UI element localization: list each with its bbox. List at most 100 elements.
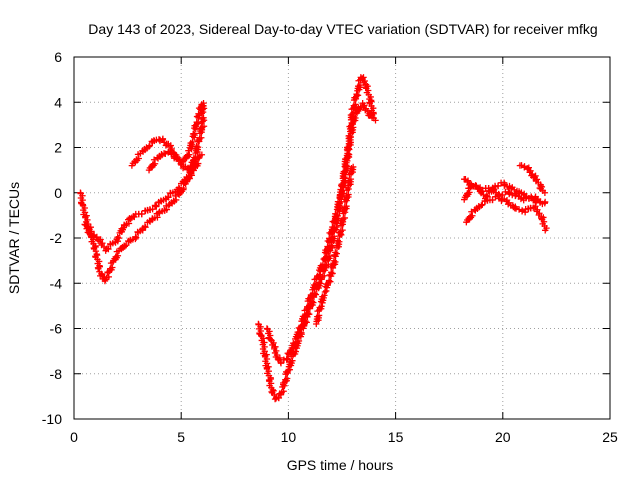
data-point [104,245,112,252]
data-point [356,81,364,89]
data-point [194,143,202,151]
data-point [332,258,339,266]
data-point [193,142,200,150]
data-point [330,225,337,232]
data-point [114,252,122,259]
data-point [326,252,334,260]
data-point [271,395,279,403]
data-point [289,357,296,364]
data-point [146,142,154,149]
data-point [310,299,317,306]
data-point [321,292,328,299]
data-point [347,139,354,146]
data-point [494,182,502,190]
data-point [345,150,352,158]
data-point [334,198,342,205]
chart-title: Day 143 of 2023, Sidereal Day-to-day VTE… [88,21,597,37]
x-tick-label: 15 [388,429,404,445]
data-point [284,356,292,363]
data-point [541,199,548,207]
data-point [329,270,336,277]
data-point [505,190,513,198]
y-tick-label: -10 [42,411,62,427]
data-point [123,241,130,249]
data-point [286,366,293,373]
data-point [329,223,336,231]
data-point [479,201,486,208]
data-point [341,214,349,222]
data-point [332,249,339,256]
data-point [324,243,331,250]
data-point [469,212,476,219]
data-point [349,163,357,171]
x-tick-label: 10 [281,429,297,445]
data-point [150,156,158,163]
x-tick-label: 25 [602,429,618,445]
data-point [190,158,198,165]
data-point [145,143,153,150]
data-point [299,322,307,329]
data-point [198,151,206,158]
data-point [321,272,328,279]
data-point [343,202,350,210]
data-point [541,189,549,196]
data-point [368,114,376,121]
data-point [194,120,202,127]
data-point [315,312,323,319]
data-point [283,355,290,362]
data-point [345,191,352,198]
data-point [153,203,160,210]
data-point [542,227,549,234]
data-point [336,199,343,207]
data-point [319,261,327,268]
y-tick-label: -4 [50,275,63,291]
data-point [352,101,359,108]
data-point [195,110,202,117]
data-point [518,208,526,215]
data-point [186,151,193,158]
data-point [325,235,333,242]
plot-frame [73,56,611,420]
data-point [95,265,102,272]
data-point [349,124,357,131]
data-point [484,193,491,200]
data-point [325,244,333,251]
data-point [164,193,172,201]
y-tick-label: -2 [50,230,63,246]
data-points [77,74,550,403]
data-point [339,226,346,234]
data-point [312,280,320,287]
data-point [327,269,335,276]
data-point [330,257,338,264]
data-point [198,115,206,123]
data-point [350,113,358,120]
data-point [135,155,142,162]
data-point [196,111,203,119]
y-tick-label: 4 [54,94,62,110]
data-point [290,339,297,347]
data-point [190,130,198,137]
data-point [151,202,159,209]
data-point [280,388,287,395]
data-point [347,175,355,183]
data-point [333,250,340,257]
data-point [372,117,379,124]
data-point [176,185,183,192]
data-point [132,233,139,240]
data-point [189,163,196,170]
data-point [149,205,156,213]
x-tick-label: 5 [177,429,185,445]
data-point [466,189,473,196]
data-point [200,123,208,130]
x-tick-label: 20 [495,429,511,445]
data-point [532,199,539,206]
grid [74,57,610,419]
data-point [352,114,359,122]
data-point [189,157,197,164]
data-point [151,160,159,167]
data-point [325,277,333,284]
data-point [105,273,112,281]
data-point [131,213,138,221]
data-point [478,202,485,209]
data-point [121,243,129,250]
